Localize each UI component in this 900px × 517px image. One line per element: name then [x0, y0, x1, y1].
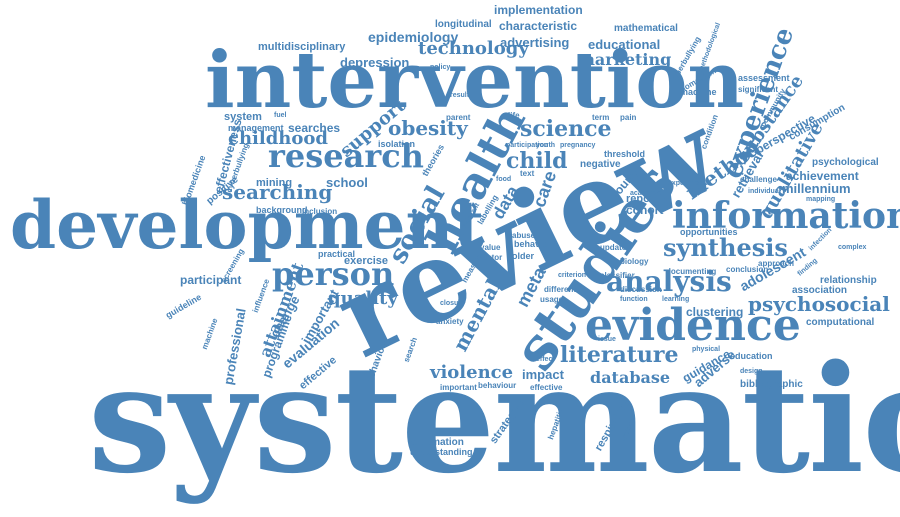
- word-older: update: [600, 244, 626, 252]
- word-impact: impact: [522, 368, 564, 381]
- word-life: abuse: [512, 232, 535, 240]
- word-participant: participant: [180, 274, 241, 286]
- word-participation: design: [740, 368, 763, 375]
- word-measure: parent: [446, 114, 470, 122]
- word-mathematical: mathematical: [614, 24, 678, 34]
- word-documenting: assessment: [738, 74, 790, 83]
- word-negative: effect: [536, 356, 555, 363]
- word-parent: food: [496, 176, 511, 183]
- word-education: education: [730, 352, 773, 361]
- word-understanding: understanding: [410, 448, 473, 457]
- word-approach: challenge: [740, 176, 777, 184]
- word-threshold: issue: [598, 336, 616, 343]
- word-discussion: mapping: [806, 196, 835, 203]
- word-conclusion: significant: [738, 86, 778, 94]
- word-different: function: [620, 296, 648, 303]
- word-management: system: [224, 112, 262, 123]
- word-report: report: [626, 194, 658, 205]
- word-usage: classifier: [600, 272, 635, 280]
- word-closure: theories: [421, 143, 446, 178]
- word-marketing: marketing: [578, 52, 671, 68]
- word-literature: literature: [560, 344, 678, 366]
- word-advertising: advertising: [500, 36, 569, 49]
- word-important: important: [440, 384, 477, 392]
- word-classifier: individual: [748, 188, 781, 195]
- word-positive: searches: [288, 122, 340, 134]
- word-clustering: clustering: [686, 306, 743, 318]
- word-youth: text: [520, 170, 534, 178]
- word-educational: educational: [588, 38, 660, 51]
- word-synthesis: synthesis: [663, 236, 788, 260]
- word-policy: negative: [580, 160, 621, 170]
- word-finding: documenting: [666, 268, 716, 276]
- word-loneliness: biology: [620, 258, 648, 266]
- word-multidisciplinary: multidisciplinary: [258, 42, 345, 53]
- word-factor: usage: [540, 296, 563, 304]
- word-experimental: complex: [838, 244, 866, 251]
- word-biomedicine: guideline: [164, 293, 203, 321]
- word-violence: violence: [430, 364, 513, 382]
- word-attitude: pregnancy: [560, 142, 595, 149]
- word-categories: result: [450, 92, 469, 99]
- word-result: threshold: [604, 150, 645, 159]
- word-food: older: [512, 252, 534, 261]
- word-isolation: term: [592, 114, 609, 122]
- word-effective: effective: [530, 384, 562, 392]
- word-criterion: discussion: [620, 286, 662, 294]
- word-psychosocial: psychosocial: [748, 294, 890, 314]
- word-complex: opportunities: [680, 228, 738, 237]
- word-characteristic: characteristic: [499, 20, 577, 32]
- word-database: database: [590, 370, 670, 386]
- word-hepatitis: fuel: [274, 112, 286, 119]
- word-pregnancy: physical: [692, 346, 720, 353]
- word-text: behavior: [514, 240, 552, 249]
- word-machine: influence: [252, 278, 272, 314]
- word-abuse: criterion: [558, 272, 586, 279]
- word-millennium: millennium: [782, 182, 851, 195]
- word-school: school: [326, 176, 368, 189]
- word-individual: approach: [758, 260, 794, 268]
- word-longitudinal: longitudinal: [435, 20, 492, 30]
- word-child: child: [506, 150, 568, 172]
- word-design: closure: [440, 300, 465, 307]
- word-pain: value: [480, 244, 500, 252]
- word-association: association: [792, 286, 847, 296]
- word-adolescence: policy: [430, 64, 450, 71]
- word-value: different: [544, 286, 576, 294]
- word-practical: practical: [318, 250, 355, 259]
- word-behaviour: behaviour: [478, 382, 516, 390]
- word-product: anxiety: [436, 318, 464, 326]
- word-biology: participation: [506, 142, 548, 149]
- word-search: isolation: [378, 140, 415, 149]
- word-influence: inclusion: [302, 208, 337, 216]
- word-depression: depression: [340, 56, 409, 69]
- word-bibliographic: bibliographic: [740, 380, 803, 390]
- word-background: management: [228, 124, 284, 133]
- word-computational: computational: [806, 318, 874, 328]
- word-implementation: implementation: [494, 4, 583, 16]
- word-psychological: psychological: [812, 158, 879, 168]
- word-learning: experimental: [668, 180, 711, 187]
- word-labelling: pain: [620, 114, 636, 122]
- word-behavior: learning: [662, 296, 689, 303]
- word-epidemiology: epidemiology: [368, 30, 458, 44]
- word-cohort: cohort: [626, 204, 663, 216]
- word-mining: mining: [256, 178, 292, 189]
- word-theories: life: [508, 112, 520, 120]
- word-screening: background: [256, 206, 308, 215]
